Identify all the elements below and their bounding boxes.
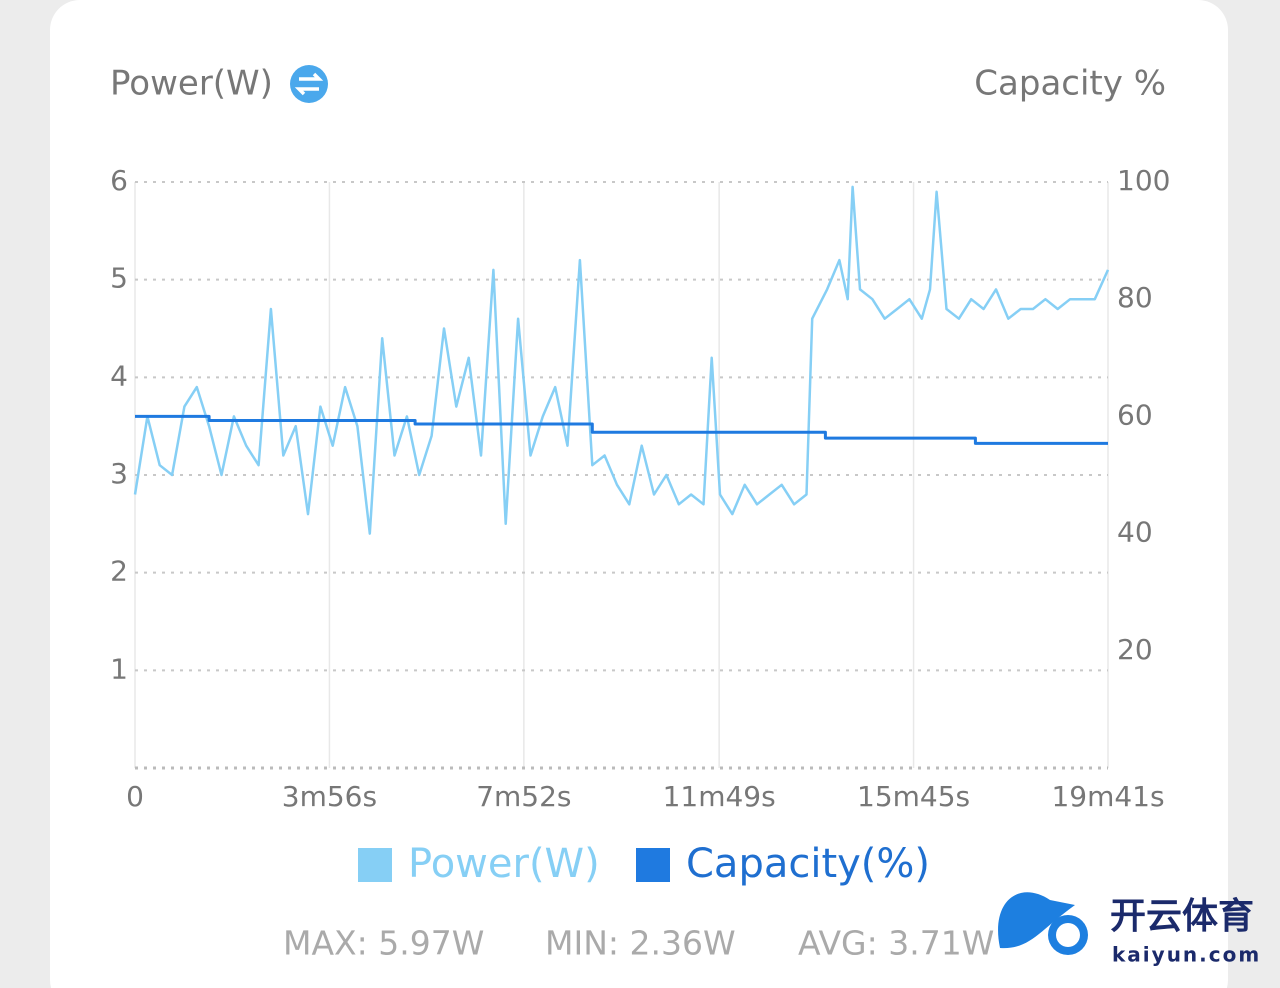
x-tick-label: 11m49s — [663, 780, 776, 813]
right-axis-title: Capacity % — [974, 64, 1166, 104]
stat-label: MAX: 5.97W — [283, 924, 484, 963]
x-tick-label: 15m45s — [857, 780, 970, 813]
watermark: 开云体育 kaiyun.com — [998, 892, 1261, 967]
card — [50, 0, 1228, 988]
series-line — [135, 414, 1108, 445]
y2-tick-label: 40 — [1117, 516, 1153, 549]
y-tick-label: 5 — [110, 262, 128, 295]
series-line — [133, 185, 1110, 535]
legend-label: Power(W) — [408, 841, 600, 887]
x-tick-label: 0 — [126, 780, 144, 813]
legend-label: Capacity(%) — [686, 841, 930, 887]
watermark-logo — [998, 892, 1075, 949]
swap-icon-circle[interactable] — [290, 65, 328, 103]
x-tick-label: 7m52s — [476, 780, 571, 813]
y-tick-label: 6 — [110, 164, 128, 197]
watermark-site: kaiyun.com — [1112, 943, 1261, 967]
legend-swatch — [636, 848, 670, 882]
stat-label: AVG: 3.71W — [798, 924, 994, 963]
stat-label: MIN: 2.36W — [545, 924, 736, 963]
legend-swatch — [358, 848, 392, 882]
y-tick-label: 4 — [110, 359, 128, 392]
swap-icon[interactable] — [290, 65, 328, 103]
y-tick-label: 2 — [110, 555, 128, 588]
watermark-name: 开云体育 — [1110, 896, 1254, 937]
x-tick-label: 3m56s — [282, 780, 377, 813]
left-axis-title: Power(W) — [110, 64, 273, 104]
y-tick-label: 3 — [110, 457, 128, 490]
legend: Power(W) Capacity(%) — [358, 841, 930, 887]
y2-tick-label: 100 — [1117, 164, 1170, 197]
y2-tick-label: 60 — [1117, 398, 1153, 431]
swap-icon-arrows[interactable] — [294, 72, 324, 96]
y-tick-label: 1 — [110, 652, 128, 685]
watermark-ball-inner — [1056, 923, 1080, 947]
y2-tick-label: 20 — [1117, 633, 1153, 666]
x-tick-label: 19m41s — [1051, 780, 1164, 813]
y2-tick-label: 80 — [1117, 281, 1153, 314]
